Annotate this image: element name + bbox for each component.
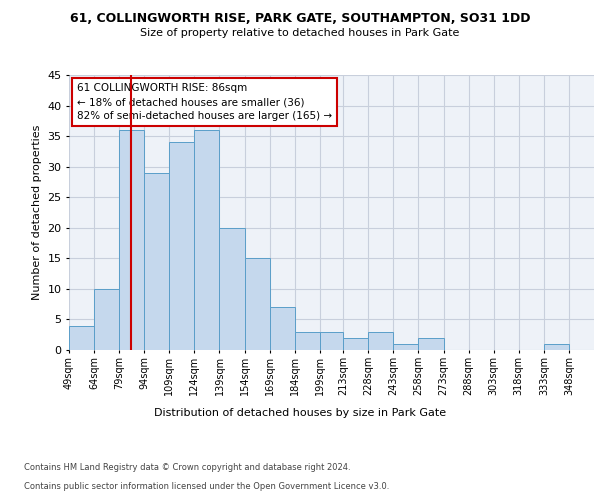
Text: 61 COLLINGWORTH RISE: 86sqm
← 18% of detached houses are smaller (36)
82% of sem: 61 COLLINGWORTH RISE: 86sqm ← 18% of det… xyxy=(77,83,332,121)
Bar xyxy=(194,130,220,350)
Text: Size of property relative to detached houses in Park Gate: Size of property relative to detached ho… xyxy=(140,28,460,38)
Bar xyxy=(245,258,269,350)
Bar xyxy=(394,344,418,350)
Text: Contains public sector information licensed under the Open Government Licence v3: Contains public sector information licen… xyxy=(24,482,389,491)
Bar xyxy=(269,307,295,350)
Bar xyxy=(343,338,368,350)
Bar xyxy=(144,173,169,350)
Bar xyxy=(544,344,569,350)
Text: Contains HM Land Registry data © Crown copyright and database right 2024.: Contains HM Land Registry data © Crown c… xyxy=(24,464,350,472)
Text: 61, COLLINGWORTH RISE, PARK GATE, SOUTHAMPTON, SO31 1DD: 61, COLLINGWORTH RISE, PARK GATE, SOUTHA… xyxy=(70,12,530,26)
Bar xyxy=(119,130,144,350)
Bar xyxy=(320,332,343,350)
Text: Distribution of detached houses by size in Park Gate: Distribution of detached houses by size … xyxy=(154,408,446,418)
Bar xyxy=(368,332,394,350)
Y-axis label: Number of detached properties: Number of detached properties xyxy=(32,125,41,300)
Bar xyxy=(295,332,320,350)
Bar xyxy=(220,228,245,350)
Bar xyxy=(94,289,119,350)
Bar xyxy=(69,326,94,350)
Bar xyxy=(418,338,443,350)
Bar xyxy=(169,142,194,350)
